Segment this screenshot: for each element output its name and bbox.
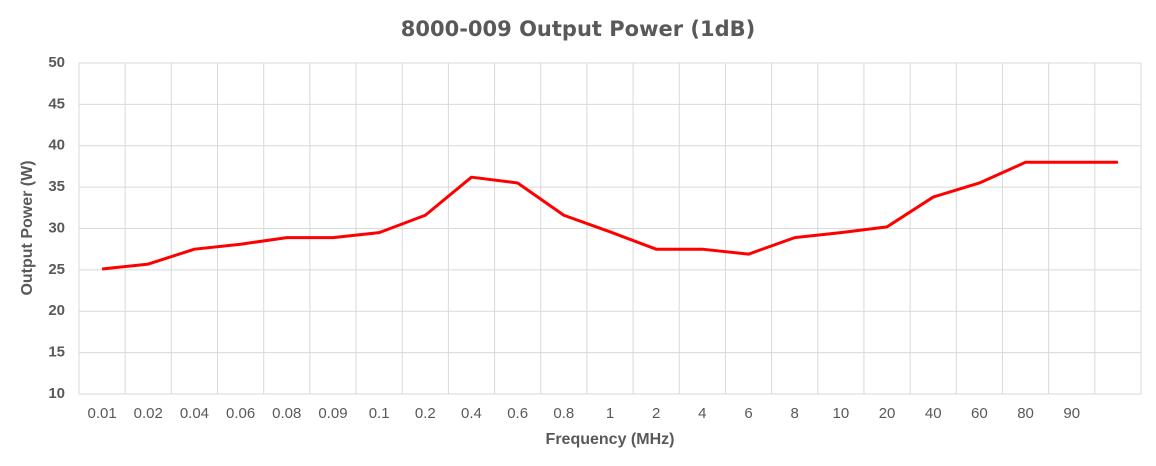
y-tick-label: 30 xyxy=(48,219,65,236)
x-tick-label: 4 xyxy=(698,405,706,422)
x-tick-label: 20 xyxy=(879,405,896,422)
x-tick-label: 40 xyxy=(925,405,942,422)
x-tick-label: 0.08 xyxy=(272,405,301,422)
x-tick-label: 1 xyxy=(606,405,614,422)
x-tick-label: 0.06 xyxy=(226,405,255,422)
x-tick-label: 0.02 xyxy=(134,405,163,422)
y-tick-label: 35 xyxy=(48,178,65,195)
y-tick-label: 45 xyxy=(48,95,65,112)
y-tick-label: 15 xyxy=(48,344,65,361)
x-tick-label: 90 xyxy=(1063,405,1080,422)
x-tick-label: 8 xyxy=(791,405,799,422)
x-tick-label: 0.6 xyxy=(507,405,528,422)
chart-title: 8000-009 Output Power (1dB) xyxy=(401,17,755,41)
y-tick-label: 25 xyxy=(48,261,65,278)
y-tick-label: 20 xyxy=(48,302,65,319)
x-tick-label: 2 xyxy=(652,405,660,422)
x-tick-label: 0.09 xyxy=(318,405,347,422)
x-tick-label: 60 xyxy=(971,405,988,422)
y-tick-label: 50 xyxy=(48,54,65,71)
y-tick-label: 10 xyxy=(48,385,65,402)
x-tick-label: 0.4 xyxy=(461,405,482,422)
y-tick-label: 40 xyxy=(48,137,65,154)
x-tick-label: 6 xyxy=(744,405,752,422)
x-axis-label: Frequency (MHz) xyxy=(546,431,675,448)
x-tick-label: 0.8 xyxy=(553,405,574,422)
x-tick-label: 0.04 xyxy=(180,405,209,422)
data-line xyxy=(101,160,1118,271)
x-tick-label: 0.01 xyxy=(87,405,116,422)
y-axis-label: Output Power (W) xyxy=(19,160,36,295)
x-tick-label: 10 xyxy=(833,405,850,422)
x-tick-label: 0.2 xyxy=(415,405,436,422)
x-tick-label: 0.1 xyxy=(369,405,390,422)
x-tick-label: 80 xyxy=(1017,405,1034,422)
